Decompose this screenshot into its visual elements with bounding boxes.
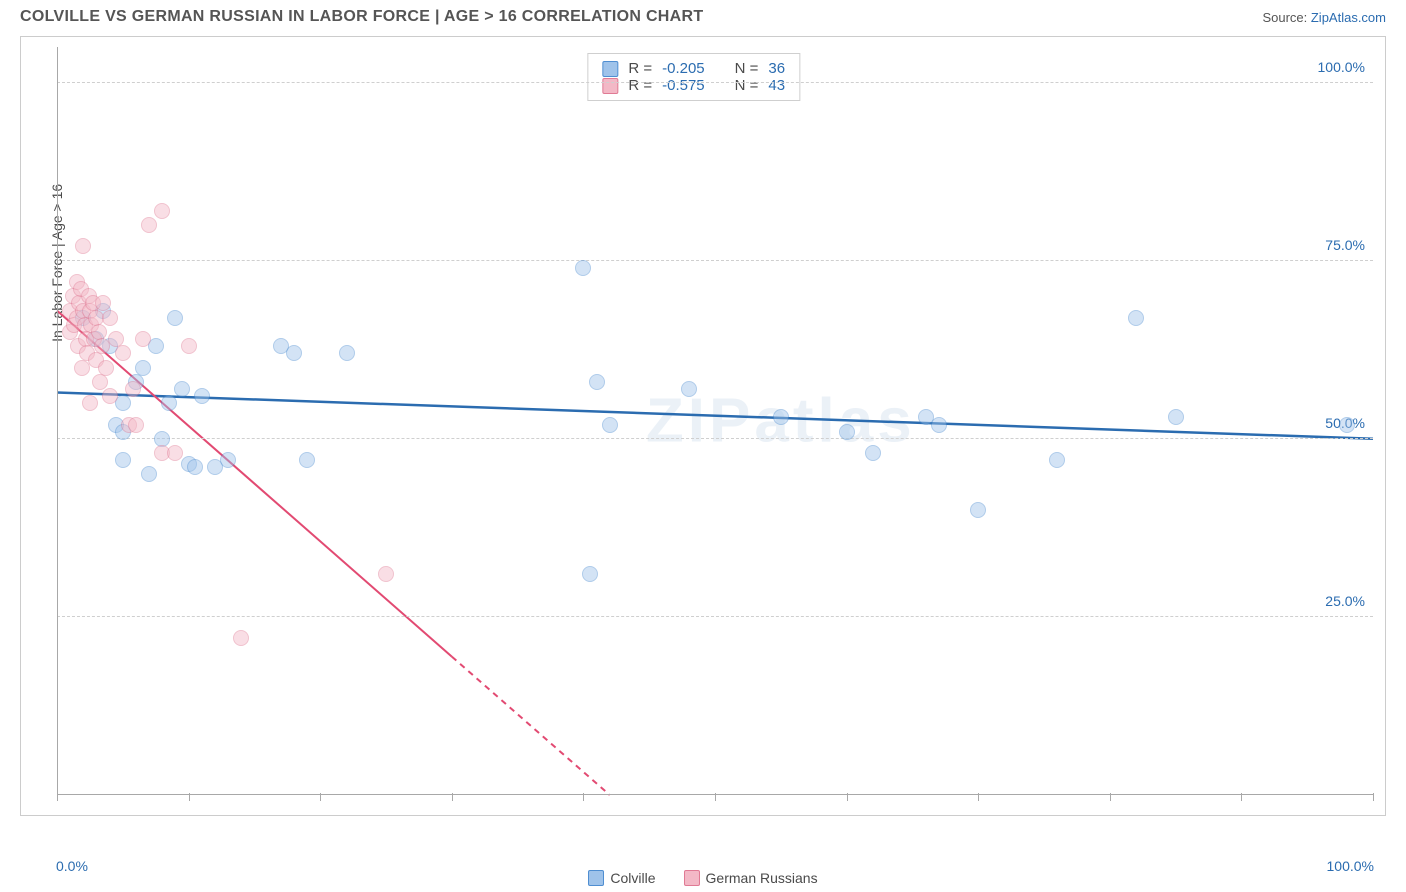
data-point <box>1049 452 1065 468</box>
data-point <box>970 502 986 518</box>
data-point <box>141 217 157 233</box>
data-point <box>1339 417 1355 433</box>
data-point <box>115 345 131 361</box>
x-tick <box>715 793 716 801</box>
legend-item: German Russians <box>684 870 818 886</box>
chart-title: COLVILLE VS GERMAN RUSSIAN IN LABOR FORC… <box>20 8 703 26</box>
gridline-h <box>57 616 1373 617</box>
legend-swatch <box>588 870 604 886</box>
stat-row: R = -0.575 N = 43 <box>602 77 785 94</box>
x-tick <box>583 793 584 801</box>
y-axis-line <box>57 47 58 795</box>
x-tick <box>189 793 190 801</box>
data-point <box>187 459 203 475</box>
legend-item: Colville <box>588 870 655 886</box>
r-label: R = <box>628 77 652 94</box>
source-prefix: Source: <box>1262 10 1310 25</box>
data-point <box>92 374 108 390</box>
legend-swatch <box>602 78 618 94</box>
plot-area: ZIPatlas In Labor Force | Age > 16 R =-0… <box>57 47 1373 795</box>
data-point <box>602 417 618 433</box>
n-label: N = <box>735 77 759 94</box>
gridline-h <box>57 82 1373 83</box>
data-point <box>1128 310 1144 326</box>
x-tick <box>1373 793 1374 801</box>
data-point <box>135 360 151 376</box>
data-point <box>174 381 190 397</box>
gridline-h <box>57 438 1373 439</box>
legend-label: German Russians <box>706 870 818 886</box>
n-label: N = <box>735 60 759 77</box>
n-value: 36 <box>768 60 785 77</box>
x-tick <box>978 793 979 801</box>
data-point <box>378 566 394 582</box>
legend-swatch <box>602 61 618 77</box>
data-point <box>194 388 210 404</box>
x-tick <box>1241 793 1242 801</box>
gridline-h <box>57 260 1373 261</box>
x-tick <box>57 793 58 801</box>
data-point <box>167 445 183 461</box>
legend-label: Colville <box>610 870 655 886</box>
data-point <box>589 374 605 390</box>
data-point <box>681 381 697 397</box>
data-point <box>220 452 236 468</box>
x-tick <box>847 793 848 801</box>
data-point <box>98 360 114 376</box>
data-point <box>582 566 598 582</box>
y-tick-label: 100.0% <box>1318 59 1365 75</box>
r-value: -0.575 <box>662 77 705 94</box>
legend-swatch <box>684 870 700 886</box>
data-point <box>839 424 855 440</box>
data-point <box>102 388 118 404</box>
data-point <box>299 452 315 468</box>
data-point <box>161 395 177 411</box>
x-tick <box>452 793 453 801</box>
data-point <box>135 331 151 347</box>
y-tick-label: 25.0% <box>1325 593 1365 609</box>
data-point <box>125 381 141 397</box>
x-tick <box>320 793 321 801</box>
data-point <box>931 417 947 433</box>
data-point <box>102 310 118 326</box>
data-point <box>94 338 110 354</box>
data-point <box>575 260 591 276</box>
data-point <box>233 630 249 646</box>
data-point <box>773 409 789 425</box>
data-point <box>128 417 144 433</box>
source-link[interactable]: ZipAtlas.com <box>1311 10 1386 25</box>
data-point <box>167 310 183 326</box>
x-axis <box>57 795 1373 815</box>
data-point <box>82 395 98 411</box>
data-point <box>75 238 91 254</box>
source-attribution: Source: ZipAtlas.com <box>1262 10 1386 25</box>
r-value: -0.205 <box>662 60 705 77</box>
data-point <box>865 445 881 461</box>
n-value: 43 <box>768 77 785 94</box>
data-point <box>115 452 131 468</box>
data-point <box>1168 409 1184 425</box>
data-point <box>286 345 302 361</box>
correlation-stats-box: R = -0.205 N = 36 R = -0.575 N = 43 <box>587 53 800 101</box>
y-tick-label: 75.0% <box>1325 237 1365 253</box>
stat-row: R = -0.205 N = 36 <box>602 60 785 77</box>
x-tick <box>1110 793 1111 801</box>
chart-container: ZIPatlas In Labor Force | Age > 16 R =-0… <box>20 36 1386 816</box>
data-point <box>74 360 90 376</box>
data-point <box>181 338 197 354</box>
data-point <box>141 466 157 482</box>
r-label: R = <box>628 60 652 77</box>
legend-bottom: Colville German Russians <box>0 870 1406 886</box>
data-point <box>154 203 170 219</box>
data-point <box>339 345 355 361</box>
